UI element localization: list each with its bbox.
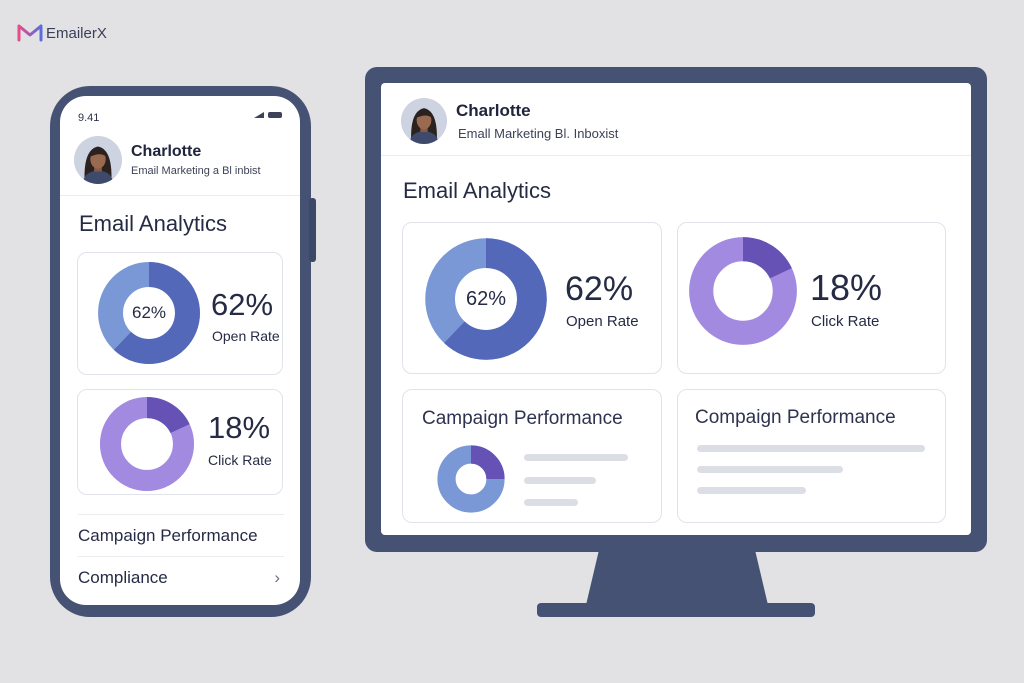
placeholder-bar (524, 499, 578, 506)
click-rate-card[interactable]: 18% Click Rate (677, 222, 946, 374)
user-name: Charlotte (456, 101, 531, 120)
open-rate-card[interactable]: 62% 62% Open Rate (402, 222, 662, 374)
chevron-right-icon: › (274, 567, 280, 587)
compaign-performance-card[interactable]: Compaign Performance (677, 389, 946, 523)
user-subtitle: Emall Marketing Bl. Inboxist (458, 126, 619, 141)
placeholder-bar (697, 487, 806, 494)
placeholder-bar (524, 477, 596, 484)
click-rate-label: Click Rate (811, 313, 880, 330)
click-rate-chart (689, 237, 797, 345)
compliance-row[interactable]: Compliance › (78, 556, 284, 598)
avatar (401, 98, 447, 144)
phone-screen: 9.41 Charlotte Email Marketing a Bl inbi… (60, 96, 300, 605)
brand-name: EmailerX (46, 24, 107, 42)
desktop-screen: Charlotte Emall Marketing Bl. Inboxist E… (381, 83, 971, 535)
open-rate-value: 62% (211, 287, 274, 322)
click-rate-chart (99, 396, 195, 492)
campaign-performance-row[interactable]: Campaign Performance (78, 514, 284, 556)
click-rate-label: Click Rate (208, 452, 272, 468)
placeholder-bar (697, 445, 925, 452)
placeholder-bar (697, 466, 843, 473)
open-rate-chart (425, 238, 547, 360)
campaign-donut-icon (436, 444, 506, 514)
click-rate-value: 18% (208, 410, 271, 445)
page-title: Email Analytics (403, 178, 551, 203)
click-rate-donut (688, 236, 798, 346)
open-rate-center-label: 62% (131, 303, 167, 322)
click-rate-value: 18% (810, 267, 883, 308)
status-time: 9.41 (78, 112, 100, 124)
open-rate-donut: 62% (424, 237, 548, 361)
user-name: Charlotte (131, 143, 202, 160)
open-rate-chart (98, 262, 200, 364)
page-title: Email Analytics (79, 211, 227, 236)
open-rate-label: Open Rate (566, 313, 639, 330)
campaign-performance-label: Campaign Performance (78, 525, 258, 545)
brand-logo: EmailerX (16, 22, 107, 44)
battery-icon (268, 112, 282, 118)
signal-icon (254, 112, 264, 118)
open-rate-card[interactable]: 62% 62% Open Rate (77, 252, 283, 375)
click-rate-donut (99, 396, 195, 492)
m-logo-icon (16, 22, 44, 44)
open-rate-center-label: 62% (465, 287, 507, 310)
open-rate-label: Open Rate (212, 328, 280, 344)
campaign-performance-title: Campaign Performance (422, 408, 623, 429)
avatar (74, 136, 122, 184)
user-subtitle: Email Marketing a Bl inbist (131, 165, 261, 177)
status-icons (254, 112, 282, 118)
phone-side-button (309, 198, 316, 262)
user-header[interactable]: Charlotte Email Marketing a Bl inbist (74, 136, 261, 184)
placeholder-bar (524, 454, 628, 461)
divider (381, 155, 971, 156)
compliance-label: Compliance (78, 567, 168, 587)
monitor-stand (537, 603, 815, 617)
divider (60, 195, 300, 196)
user-header[interactable]: Charlotte Emall Marketing Bl. Inboxist (401, 98, 618, 144)
compaign-performance-title: Compaign Performance (695, 407, 896, 428)
campaign-performance-card[interactable]: Campaign Performance (402, 389, 662, 523)
click-rate-card[interactable]: 18% Click Rate (77, 389, 283, 495)
open-rate-donut: 62% (97, 261, 201, 365)
open-rate-value: 62% (565, 270, 634, 308)
monitor-neck (586, 551, 768, 605)
